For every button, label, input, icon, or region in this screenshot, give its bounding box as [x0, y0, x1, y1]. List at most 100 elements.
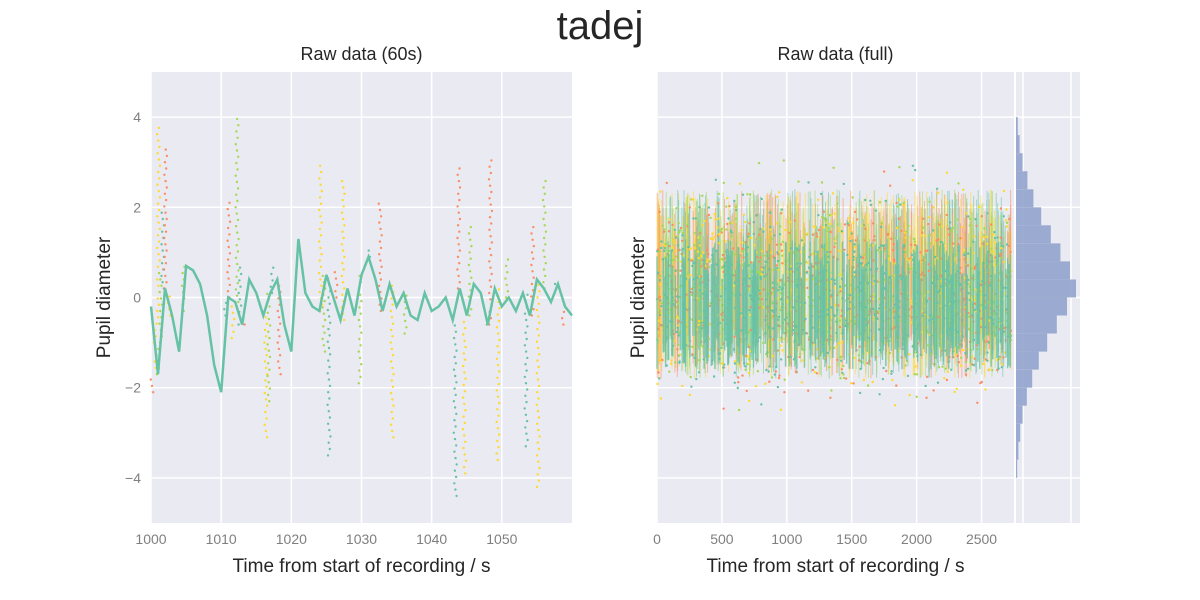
- scatter-point: [975, 344, 978, 347]
- dot-point: [265, 335, 268, 338]
- dot-point: [544, 274, 547, 278]
- scatter-point: [872, 282, 875, 286]
- dot-point: [544, 262, 547, 265]
- dot-point: [498, 401, 501, 405]
- x-axis-label: Time from start of recording / s: [707, 556, 965, 577]
- scatter-point: [933, 255, 937, 259]
- scatter-point: [770, 251, 773, 254]
- scatter-point: [973, 302, 977, 305]
- dot-point: [264, 316, 267, 319]
- scatter-point: [740, 241, 743, 244]
- dot-point: [357, 382, 360, 385]
- dot-point: [526, 356, 529, 360]
- dot-point: [455, 494, 458, 498]
- scatter-point: [698, 238, 702, 241]
- dot-point: [506, 271, 509, 274]
- scatter-point: [760, 197, 763, 201]
- dot-point: [268, 336, 271, 340]
- scatter-point: [745, 389, 748, 393]
- dot-point: [367, 249, 370, 252]
- scatter-point: [908, 353, 911, 356]
- dot-point: [453, 406, 457, 409]
- scatter-point: [659, 274, 662, 277]
- histogram-bar: [1016, 315, 1057, 334]
- scatter-point: [910, 316, 913, 319]
- dot-point: [390, 347, 394, 351]
- scatter-point: [782, 337, 786, 341]
- dot-point: [230, 336, 233, 340]
- dot-point: [159, 297, 163, 300]
- scatter-point: [773, 234, 776, 237]
- scatter-point: [941, 225, 944, 228]
- histogram-bar: [1016, 225, 1051, 244]
- dot-point: [542, 249, 545, 252]
- scatter-point: [691, 198, 694, 201]
- scatter-point: [754, 385, 758, 388]
- scatter-point: [857, 354, 861, 357]
- dot-point: [234, 256, 238, 259]
- scatter-point: [861, 224, 864, 227]
- marginal-histogram: [1016, 72, 1080, 523]
- dot-point: [157, 189, 160, 193]
- scatter-point: [661, 224, 664, 227]
- scatter-point: [661, 358, 664, 362]
- x-tick-labels: 1000 1010 1020 1030 1040 1050: [135, 531, 517, 547]
- dot-point: [160, 284, 163, 287]
- dot-point: [389, 391, 393, 395]
- scatter-point: [679, 353, 682, 356]
- scatter-point: [746, 235, 750, 238]
- dot-point: [158, 196, 162, 199]
- scatter-point: [838, 285, 842, 288]
- dot-point: [487, 178, 491, 181]
- dot-point: [236, 199, 239, 203]
- dot-point: [267, 317, 271, 321]
- dot-point: [536, 359, 539, 362]
- dot-point: [462, 364, 465, 368]
- dot-point: [360, 331, 363, 334]
- scatter-point: [742, 256, 745, 259]
- dot-point: [326, 308, 330, 312]
- scatter-point: [777, 289, 780, 292]
- scatter-point: [968, 224, 972, 227]
- dot-point: [379, 259, 382, 262]
- dot-point: [523, 375, 526, 379]
- scatter-point: [730, 231, 733, 234]
- dot-point: [524, 350, 528, 353]
- scatter-point: [807, 181, 810, 184]
- scatter-point: [697, 323, 700, 326]
- dot-point: [276, 309, 279, 313]
- dot-point: [158, 227, 161, 231]
- dot-point: [462, 383, 465, 387]
- dot-point: [235, 161, 238, 165]
- scatter-point: [673, 241, 677, 244]
- scatter-point: [778, 191, 781, 194]
- dot-point: [163, 205, 166, 208]
- dot-point: [490, 190, 493, 194]
- dot-point: [267, 330, 270, 333]
- dot-point: [320, 170, 323, 174]
- dot-point: [234, 206, 237, 209]
- dot-point: [321, 306, 324, 309]
- dot-point: [562, 323, 565, 326]
- dot-point: [163, 224, 166, 227]
- dot-point: [454, 456, 457, 460]
- scatter-point: [778, 374, 781, 377]
- dot-point: [454, 374, 457, 378]
- dot-point: [163, 173, 166, 176]
- dot-point: [326, 372, 329, 375]
- scatter-point: [714, 218, 717, 221]
- scatter-point: [837, 342, 841, 345]
- dot-point: [452, 400, 456, 403]
- scatter-point: [836, 223, 839, 226]
- scatter-point: [762, 266, 766, 269]
- dot-point: [235, 130, 238, 133]
- scatter-point: [789, 267, 793, 270]
- scatter-point: [833, 279, 836, 282]
- scatter-point: [935, 239, 938, 242]
- dot-point: [524, 445, 527, 448]
- dot-point: [538, 435, 541, 438]
- dot-point: [532, 225, 535, 229]
- series-line: [149, 238, 573, 393]
- dot-point: [537, 302, 540, 305]
- scatter-point: [776, 253, 780, 256]
